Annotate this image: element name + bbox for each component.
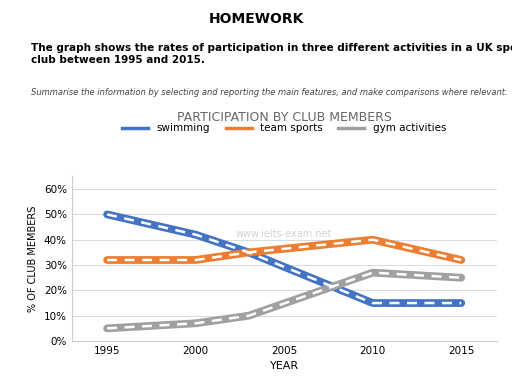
X-axis label: YEAR: YEAR	[270, 361, 298, 372]
Text: www.ielts-exam.net: www.ielts-exam.net	[236, 229, 332, 239]
Title: PARTICIPATION BY CLUB MEMBERS: PARTICIPATION BY CLUB MEMBERS	[177, 111, 392, 124]
Text: The graph shows the rates of participation in three different activities in a UK: The graph shows the rates of participati…	[31, 43, 512, 65]
Y-axis label: % OF CLUB MEMBERS: % OF CLUB MEMBERS	[28, 205, 38, 312]
Text: HOMEWORK: HOMEWORK	[208, 12, 304, 26]
Text: Summarise the information by selecting and reporting the main features, and make: Summarise the information by selecting a…	[31, 88, 507, 97]
Legend: swimming, team sports, gym activities: swimming, team sports, gym activities	[118, 119, 451, 137]
